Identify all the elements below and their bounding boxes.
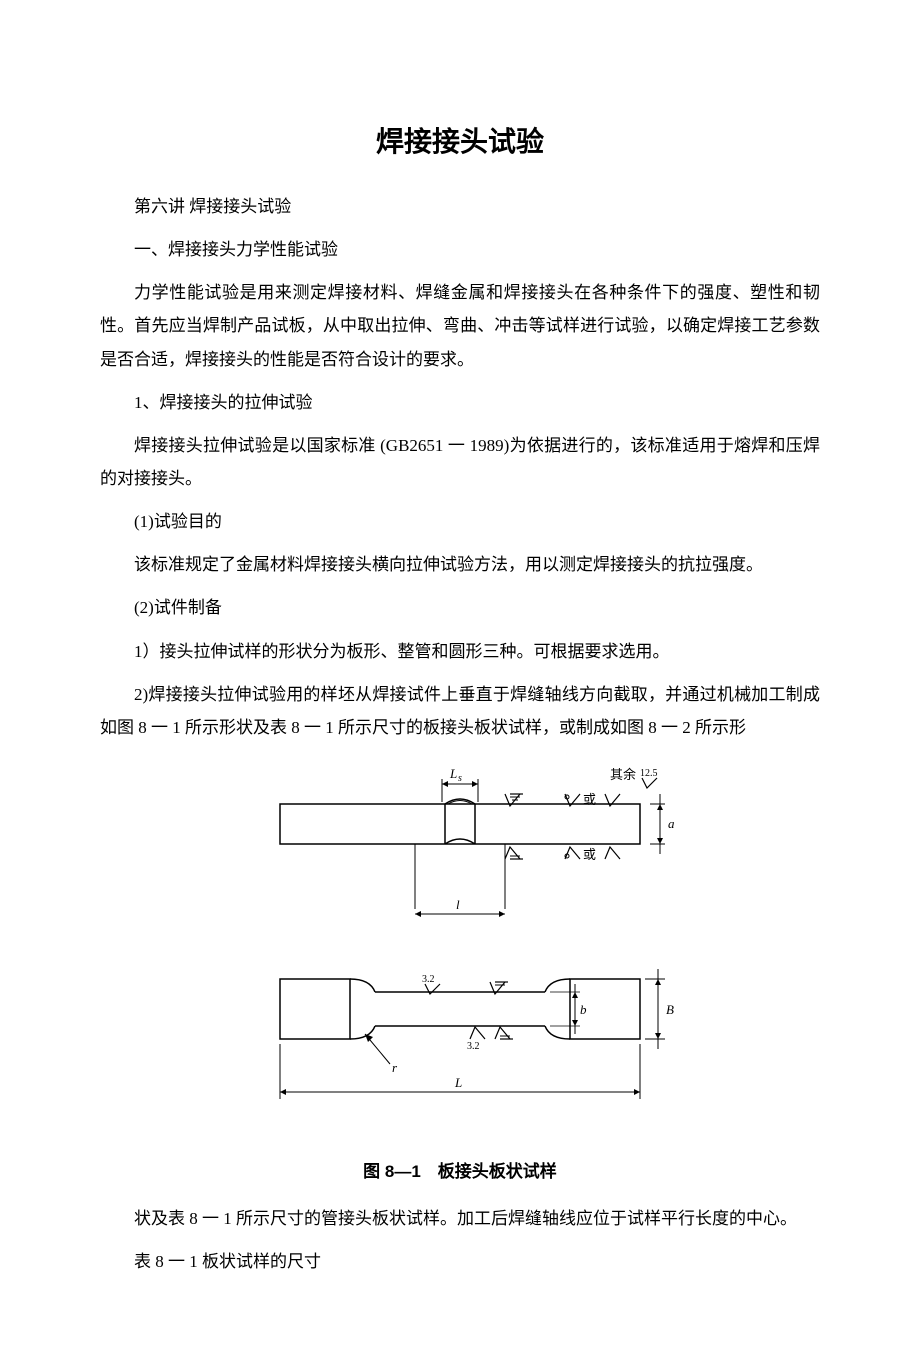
label-big-l: L xyxy=(454,1075,462,1090)
paragraph-1: 第六讲 焊接接头试验 xyxy=(100,190,820,223)
figure-caption: 图 8—1 板接头板状试样 xyxy=(100,1157,820,1182)
label-huo-1: 或 xyxy=(583,792,596,807)
paragraph-8: (2)试件制备 xyxy=(100,591,820,624)
label-a: a xyxy=(668,816,675,831)
label-ls: L xyxy=(449,766,457,781)
paragraph-11: 状及表 8 一 1 所示尺寸的管接头板状试样。加工后焊缝轴线应位于试样平行长度的… xyxy=(100,1202,820,1235)
main-title: 焊接接头试验 xyxy=(100,120,820,160)
label-32-2: 3.2 xyxy=(467,1041,480,1052)
label-r: r xyxy=(392,1060,398,1075)
label-qiyu: 其余 xyxy=(610,767,636,782)
paragraph-3: 力学性能试验是用来测定焊接材料、焊缝金属和焊接接头在各种条件下的强度、塑性和韧性… xyxy=(100,276,820,375)
label-big-b: B xyxy=(666,1002,674,1017)
paragraph-12: 表 8 一 1 板状试样的尺寸 xyxy=(100,1245,820,1278)
paragraph-7: 该标准规定了金属材料焊接接头横向拉伸试验方法，用以测定焊接接头的抗拉强度。 xyxy=(100,548,820,581)
paragraph-5: 焊接接头拉伸试验是以国家标准 (GB2651 一 1989)为依据进行的，该标准… xyxy=(100,429,820,495)
label-huo-2: 或 xyxy=(583,847,596,862)
label-125: 12.5 xyxy=(640,768,658,779)
figure-8-1: L s 或 其余 12.5 a 或 xyxy=(100,764,820,1182)
label-b: b xyxy=(580,1002,587,1017)
label-32-1: 3.2 xyxy=(422,974,435,985)
paragraph-4: 1、焊接接头的拉伸试验 xyxy=(100,386,820,419)
paragraph-2: 一、焊接接头力学性能试验 xyxy=(100,233,820,266)
label-l: l xyxy=(456,897,460,912)
paragraph-10: 2)焊接接头拉伸试验用的样坯从焊接试件上垂直于焊缝轴线方向截取，并通过机械加工制… xyxy=(100,678,820,744)
paragraph-6: (1)试验目的 xyxy=(100,505,820,538)
figure-svg: L s 或 其余 12.5 a 或 xyxy=(220,764,700,1144)
paragraph-9: 1）接头拉伸试样的形状分为板形、整管和圆形三种。可根据要求选用。 xyxy=(100,635,820,668)
svg-text:s: s xyxy=(458,773,462,784)
